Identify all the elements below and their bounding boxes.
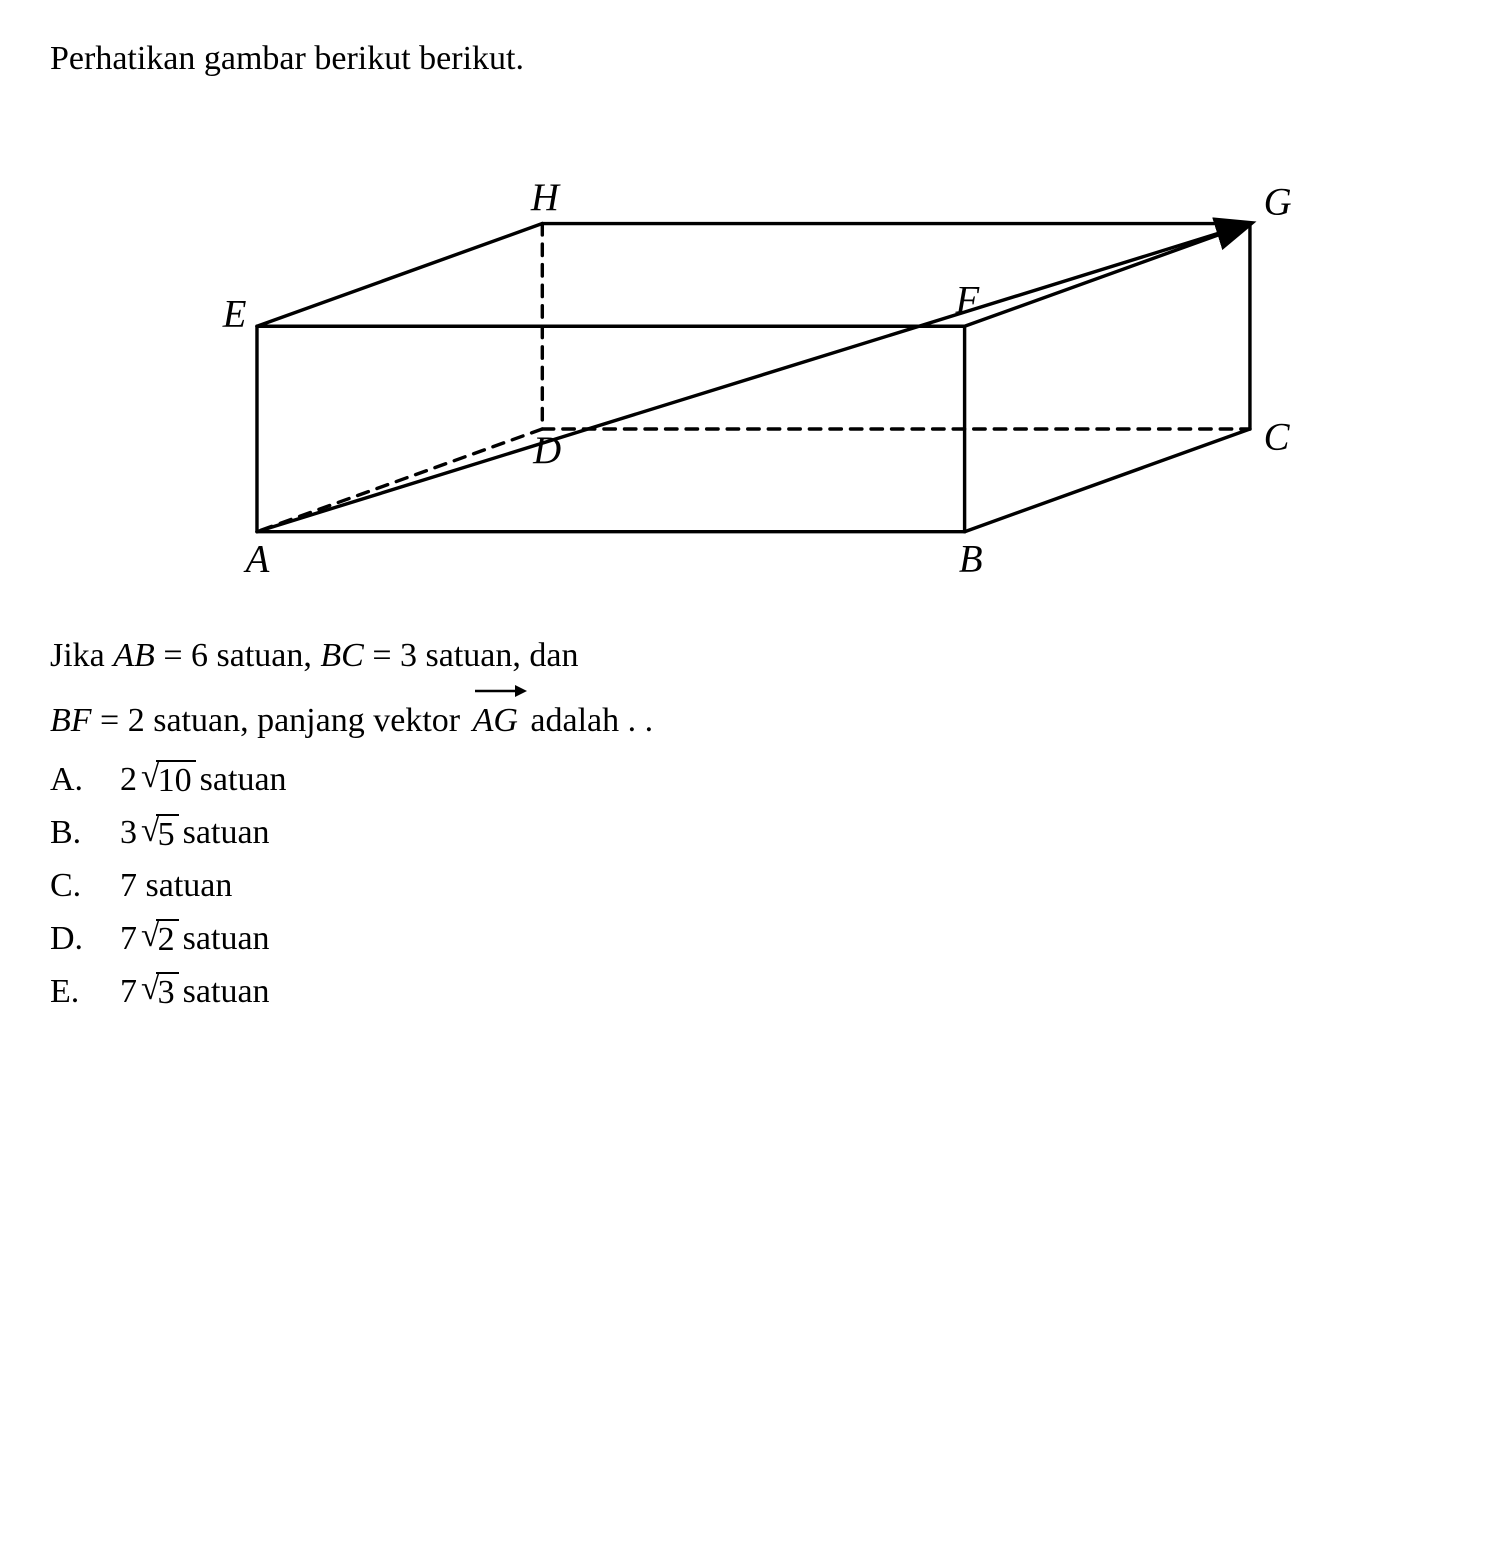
sqrt: √2 <box>141 919 179 958</box>
vector-AG: AG <box>473 695 518 746</box>
sqrt: √5 <box>141 814 179 853</box>
text: = <box>92 702 128 739</box>
plain: 7 satuan <box>120 867 232 905</box>
svg-text:H: H <box>530 176 561 219</box>
svg-text:G: G <box>1263 180 1291 223</box>
text: = <box>364 637 400 674</box>
text: adalah . . <box>522 702 653 739</box>
figure-container: A B C D E F G H <box>50 98 1445 600</box>
option-A: A. 2√10 satuan <box>50 760 1445 799</box>
intro-text: Perhatikan gambar berikut berikut. <box>50 40 1445 78</box>
cuboid-figure: A B C D E F G H <box>120 98 1376 600</box>
sqrt: √3 <box>141 972 179 1011</box>
var-BC: BC <box>320 637 363 674</box>
unit: satuan <box>200 761 287 799</box>
svg-text:C: C <box>1263 416 1290 459</box>
coef: 7 <box>120 973 137 1011</box>
svg-text:A: A <box>242 538 269 581</box>
sqrt: √10 <box>141 760 196 799</box>
option-C: C. 7 satuan <box>50 867 1445 905</box>
option-letter: D. <box>50 920 120 958</box>
option-B: B. 3√5 satuan <box>50 814 1445 853</box>
val-BF: 2 satuan, panjang vektor <box>128 702 469 739</box>
svg-text:D: D <box>532 429 561 472</box>
coef: 3 <box>120 814 137 852</box>
text: = <box>155 637 191 674</box>
svg-text:F: F <box>954 279 980 322</box>
text: Jika <box>50 637 113 674</box>
unit: satuan <box>183 920 270 958</box>
option-letter: A. <box>50 761 120 799</box>
option-letter: E. <box>50 973 120 1011</box>
unit: satuan <box>183 973 270 1011</box>
radicand: 3 <box>156 972 179 1011</box>
option-letter: B. <box>50 814 120 852</box>
radicand: 2 <box>156 919 179 958</box>
coef: 7 <box>120 920 137 958</box>
val-AB: 6 satuan, <box>191 637 320 674</box>
svg-text:E: E <box>221 292 246 335</box>
option-E: E. 7√3 satuan <box>50 972 1445 1011</box>
option-D: D. 7√2 satuan <box>50 919 1445 958</box>
var-BF: BF <box>50 702 92 739</box>
given-line-2: BF = 2 satuan, panjang vektor AG adalah … <box>50 695 1445 746</box>
radicand: 10 <box>156 760 196 799</box>
given-line-1: Jika AB = 6 satuan, BC = 3 satuan, dan <box>50 630 1445 681</box>
radicand: 5 <box>156 814 179 853</box>
unit: satuan <box>183 814 270 852</box>
option-letter: C. <box>50 867 120 905</box>
val-BC: 3 satuan, dan <box>400 637 578 674</box>
options-list: A. 2√10 satuan B. 3√5 satuan C. 7 satuan… <box>50 760 1445 1012</box>
vec-label: AG <box>473 702 518 739</box>
svg-text:B: B <box>959 538 983 581</box>
vector-arrow-icon <box>473 681 527 697</box>
var-AB: AB <box>113 637 155 674</box>
coef: 2 <box>120 761 137 799</box>
